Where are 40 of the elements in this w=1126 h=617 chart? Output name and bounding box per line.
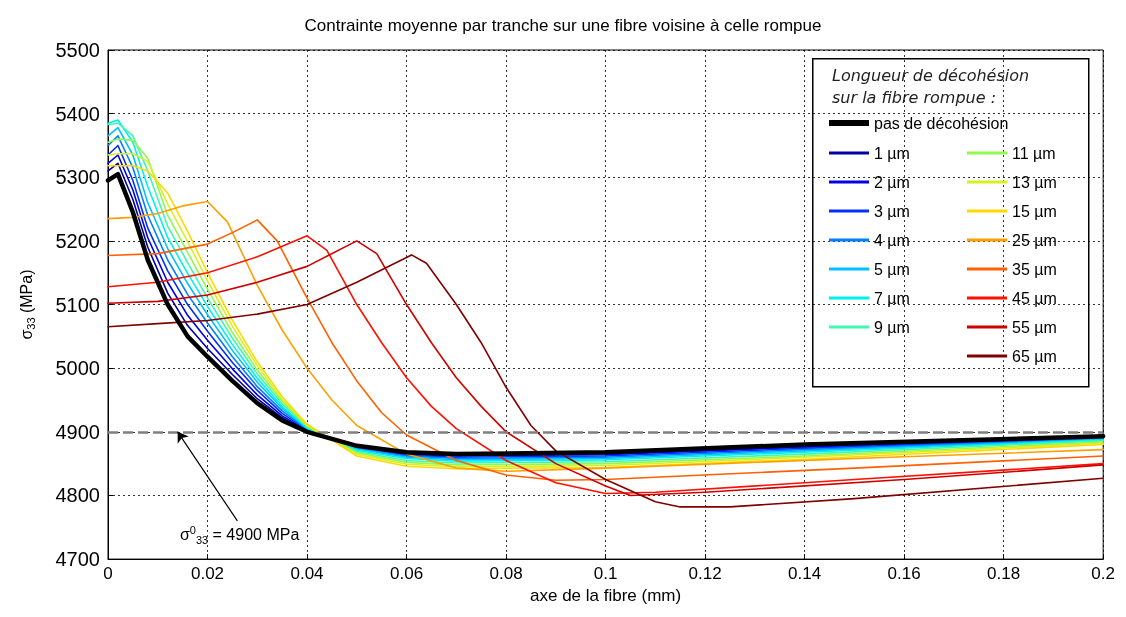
y-tick-label: 5100 xyxy=(55,293,100,316)
legend-label: 1 µm xyxy=(874,144,910,162)
legend-label: 5 µm xyxy=(874,260,910,278)
x-tick-label: 0.2 xyxy=(1091,564,1115,584)
y-tick-label: 5200 xyxy=(55,229,100,252)
x-tick-label: 0 xyxy=(103,564,113,584)
legend-label: 55 µm xyxy=(1012,318,1057,336)
legend-label: 2 µm xyxy=(874,173,910,191)
x-tick-label: 0.08 xyxy=(489,564,523,584)
x-tick-label: 0.06 xyxy=(390,564,424,584)
x-tick-label: 0.04 xyxy=(290,564,324,584)
y-tick-label: 5000 xyxy=(55,357,100,380)
legend-label: 3 µm xyxy=(874,202,910,220)
chart-title: Contrainte moyenne par tranche sur une fibre voisine à celle rompue xyxy=(304,16,822,35)
legend-label: 9 µm xyxy=(874,318,910,336)
y-tick-label: 4900 xyxy=(55,420,100,443)
y-tick-label: 5400 xyxy=(55,102,100,125)
legend-label: 13 µm xyxy=(1012,173,1057,191)
x-tick-label: 0.18 xyxy=(987,564,1021,584)
legend-label: 11 µm xyxy=(1012,144,1056,162)
y-tick-label: 4700 xyxy=(55,548,100,571)
y-tick-label: 4800 xyxy=(55,484,100,507)
legend-label: 7 µm xyxy=(874,289,910,307)
legend-label: 4 µm xyxy=(874,231,910,249)
x-tick-label: 0.1 xyxy=(593,564,618,584)
x-tick-label: 0.16 xyxy=(887,564,921,584)
legend-label: 15 µm xyxy=(1012,202,1057,220)
y-tick-label: 5300 xyxy=(55,166,100,189)
legend-title: Longueur de décohésion sur la fibre rompue : xyxy=(832,65,1030,107)
legend-label: 35 µm xyxy=(1012,260,1057,278)
x-tick-label: 0.12 xyxy=(688,564,722,584)
x-axis-title: axe de la fibre (mm) xyxy=(530,586,682,605)
legend-label: 65 µm xyxy=(1012,347,1057,365)
legend-label: pas de décohésion xyxy=(874,114,1009,132)
legend-label: 45 µm xyxy=(1012,289,1057,307)
x-tick-label: 0.02 xyxy=(190,564,225,584)
y-axis-title: σ33 (MPa) xyxy=(18,269,37,340)
x-tick-label: 0.14 xyxy=(788,564,822,584)
y-tick-label: 5500 xyxy=(55,39,100,61)
legend-label: 25 µm xyxy=(1012,231,1057,249)
